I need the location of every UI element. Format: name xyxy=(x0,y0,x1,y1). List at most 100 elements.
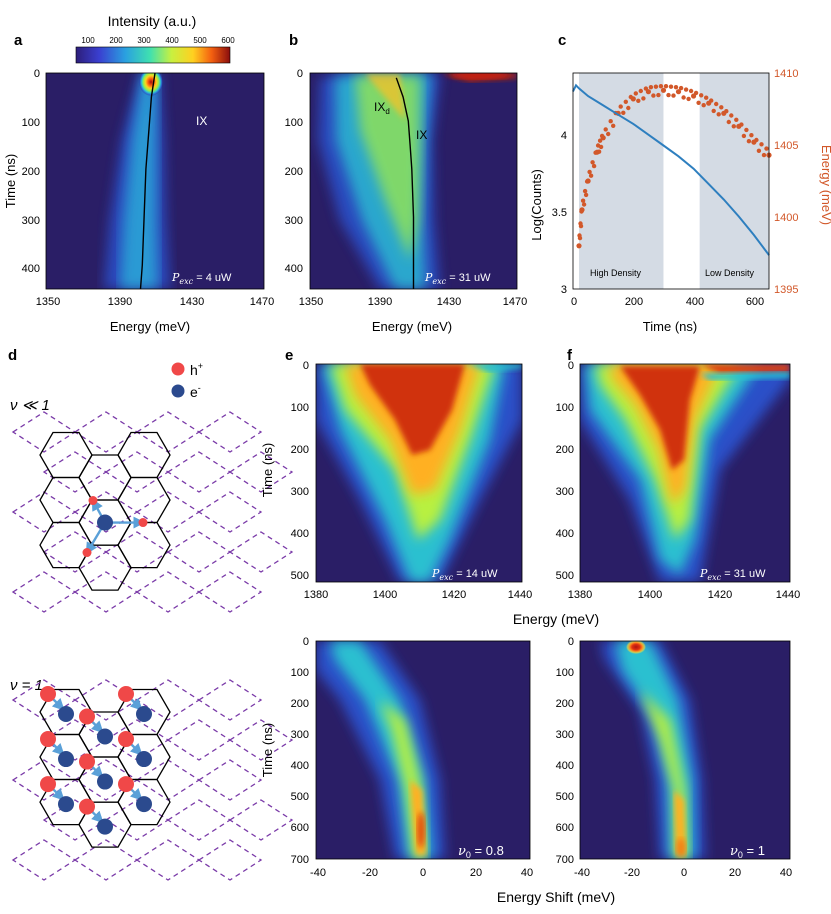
moire-dashed-cell xyxy=(135,839,201,881)
panel-ef-xlabel: Energy (meV) xyxy=(513,611,599,627)
panel-f: Pexc = 31 uW 0 100 200 300 400 500 1380 … xyxy=(556,360,801,601)
energy-point xyxy=(653,84,659,89)
energy-point xyxy=(666,92,671,98)
energy-point xyxy=(582,188,588,194)
panel-e-frame xyxy=(315,363,523,583)
panel-e-pexc-label: Pexc = 14 uW xyxy=(431,567,498,582)
energy-point xyxy=(681,95,686,100)
panel-c-ylabel-right: Energy (meV) xyxy=(819,145,831,225)
moire-dashed-cell xyxy=(166,719,232,761)
energy-point xyxy=(709,98,714,103)
energy-point xyxy=(576,243,582,249)
panel-f-xticks: 1380 1400 1420 1440 xyxy=(568,589,800,601)
moire-dashed-cell xyxy=(228,531,294,573)
panel-e: Pexc = 14 uW 0 100 200 300 400 500 1380 … xyxy=(260,360,532,601)
energy-point xyxy=(701,103,706,108)
panel-h-ytick: 200 xyxy=(556,698,574,710)
moire-dashed-cell xyxy=(197,839,263,881)
panel-f-ytick: 100 xyxy=(556,402,574,414)
energy-point xyxy=(675,89,682,95)
nu-top-label: ν ≪ 1 xyxy=(10,397,50,414)
energy-point xyxy=(623,99,628,105)
panel-g-ylabel: Time (ns) xyxy=(260,723,275,777)
panel-b-ytick: 300 xyxy=(285,215,303,227)
panel-b-xtick: 1470 xyxy=(503,296,527,308)
energy-point xyxy=(746,139,752,144)
energy-point xyxy=(606,131,611,137)
panel-f-xtick: 1440 xyxy=(776,589,800,601)
panel-g-ytick: 700 xyxy=(291,854,309,866)
panel-b-pexc-label: Pexc = 31 uW xyxy=(424,271,491,286)
energy-point xyxy=(636,98,641,104)
moire-dashed-cell xyxy=(228,719,294,761)
energy-point xyxy=(678,85,684,91)
panel-g-xticks: -40 -20 0 20 40 xyxy=(310,867,533,879)
panel-h-yticks: 0 100 200 300 400 500 600 700 xyxy=(556,636,574,866)
moire-dashed-cell xyxy=(197,491,263,533)
energy-point xyxy=(579,209,584,214)
energy-point xyxy=(633,91,638,96)
colorbar-ticks: 100 200 300 400 500 600 xyxy=(81,36,235,45)
hexagon-cell xyxy=(117,778,171,826)
legend-hole-label: h+ xyxy=(190,361,203,378)
energy-point xyxy=(608,119,613,124)
moire-dashed-cell xyxy=(197,411,263,453)
panel-f-ytick: 0 xyxy=(568,360,574,372)
panel-e-ytick: 200 xyxy=(291,444,309,456)
panel-b-frame xyxy=(309,72,518,290)
panel-b-annotation-ix: IX xyxy=(416,128,427,142)
panel-c-xtick: 400 xyxy=(686,296,704,308)
panel-c-xtick: 600 xyxy=(746,296,764,308)
panel-g-ytick: 100 xyxy=(291,667,309,679)
panel-g-ytick: 200 xyxy=(291,698,309,710)
energy-point xyxy=(656,92,661,98)
panel-g-ytick: 0 xyxy=(303,636,309,648)
moire-dashed-cell xyxy=(73,411,139,453)
panel-h-nu0-label: ν0 = 1 xyxy=(730,843,765,860)
energy-point xyxy=(671,93,676,98)
hole-particle xyxy=(118,776,134,793)
panel-a-yticks: 0 100 200 300 400 xyxy=(22,68,40,275)
moire-dashed-cell xyxy=(228,799,294,841)
energy-point xyxy=(699,93,704,98)
panel-e-ytick: 0 xyxy=(303,360,309,372)
colorbar-tick: 600 xyxy=(221,36,235,45)
moire-dashed-cell xyxy=(73,839,139,881)
panel-e-xtick: 1420 xyxy=(442,589,466,601)
panel-c-shade-high-density xyxy=(579,73,664,289)
panel-letter-a: a xyxy=(14,32,23,49)
panel-e-xtick: 1400 xyxy=(373,589,397,601)
panel-h-ytick: 300 xyxy=(556,729,574,741)
hole-particle xyxy=(118,686,134,702)
panel-f-xtick: 1420 xyxy=(708,589,732,601)
panel-h-ytick: 600 xyxy=(556,822,574,834)
panel-h-xtick: 40 xyxy=(780,867,792,879)
panel-c-ytick-right: 1410 xyxy=(774,68,798,80)
colorbar-tick: 500 xyxy=(193,36,207,45)
panel-g-yticks: 0 100 200 300 400 500 600 700 xyxy=(291,636,309,866)
energy-point xyxy=(756,148,762,153)
energy-point xyxy=(648,85,654,90)
energy-point xyxy=(716,112,721,117)
panel-a-ylabel: Time (ns) xyxy=(3,154,18,208)
moire-dashed-cell xyxy=(104,451,170,493)
panel-c-ytick-right: 1395 xyxy=(774,284,798,296)
panel-c-ytick-left: 4 xyxy=(561,130,567,142)
panel-g-ytick: 600 xyxy=(291,822,309,834)
hole-particle xyxy=(40,686,56,702)
panel-c-shade-low-label: Low Density xyxy=(705,268,755,278)
electron-particle xyxy=(58,796,74,813)
energy-point xyxy=(599,133,605,139)
panel-f-ytick: 300 xyxy=(556,486,574,498)
panel-e-ytick: 300 xyxy=(291,486,309,498)
colorbar-title: Intensity (a.u.) xyxy=(108,13,197,29)
panel-h-ytick: 500 xyxy=(556,791,574,803)
legend-electron-marker xyxy=(171,384,185,398)
colorbar-tick: 100 xyxy=(81,36,95,45)
panel-a-ytick: 100 xyxy=(22,117,40,129)
energy-point xyxy=(696,100,701,106)
panel-e-xticks: 1380 1400 1420 1440 xyxy=(304,589,532,601)
panel-e-xtick: 1440 xyxy=(508,589,532,601)
energy-point xyxy=(591,163,597,169)
panel-g-xtick: 20 xyxy=(470,867,482,879)
